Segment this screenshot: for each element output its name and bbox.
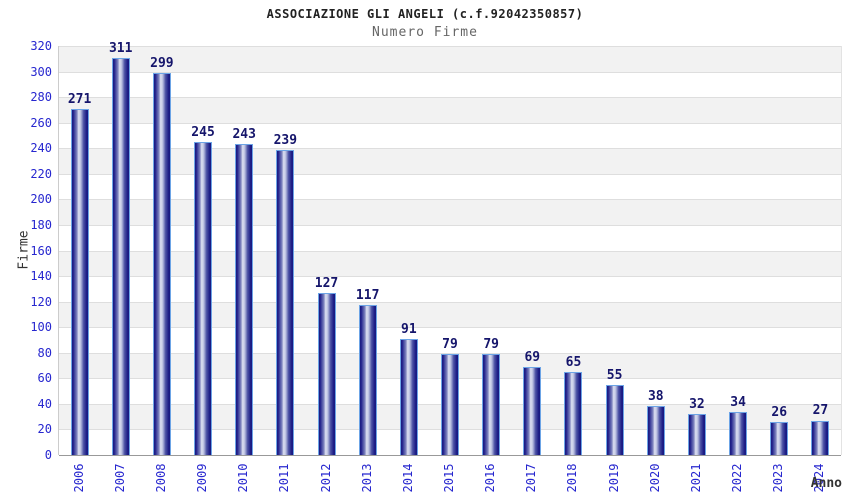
bar-value-label: 69: [524, 349, 541, 365]
bar-value-label: 55: [606, 367, 623, 383]
bar-value-label: 311: [108, 40, 133, 56]
bar: [687, 414, 706, 455]
bar: [276, 149, 295, 455]
y-tick-label: 60: [37, 371, 52, 386]
x-axis-label: Anno: [810, 476, 842, 491]
x-tick-label: 2023: [771, 463, 786, 493]
bar-value-label: 243: [232, 127, 256, 143]
plot-band: [59, 199, 841, 225]
x-tick-label: 2018: [565, 463, 580, 493]
y-tick-label: 160: [30, 243, 52, 258]
x-tick-label: 2011: [277, 463, 292, 493]
plot-band: [59, 46, 841, 72]
x-axis-line: [59, 455, 841, 456]
bar: [441, 354, 459, 455]
x-tick-label: 2020: [647, 463, 662, 493]
y-tick-label: 100: [30, 320, 52, 335]
y-tick-label: 140: [30, 269, 52, 284]
bar-value-label: 117: [355, 288, 380, 304]
gridline: [59, 71, 841, 73]
y-tick-label: 220: [30, 166, 52, 181]
y-tick-label: 0: [44, 448, 52, 462]
x-tick-label: 2021: [688, 463, 703, 493]
chart-title: ASSOCIAZIONE GLI ANGELI (c.f.92042350857…: [266, 7, 584, 21]
y-tick-label: 280: [30, 90, 52, 105]
x-tick-label: 2006: [71, 463, 86, 493]
gridline: [59, 327, 841, 329]
y-tick-label: 240: [30, 141, 52, 156]
bar: [399, 338, 418, 455]
bar-value-label: 79: [442, 337, 458, 353]
bar-value-label: 91: [401, 321, 417, 337]
bar: [523, 366, 542, 455]
x-tick-label: 2008: [153, 463, 168, 493]
y-tick-label: 260: [30, 115, 52, 130]
gridline: [59, 199, 841, 201]
plot-band: [59, 250, 841, 277]
bar-value-label: 32: [689, 397, 705, 413]
gridline: [59, 148, 841, 150]
bar: [152, 72, 171, 455]
bar-value-label: 271: [67, 91, 92, 107]
bar-value-label: 127: [314, 275, 339, 291]
y-tick-labels: 0 20 40 60 80 100 120 140 160 180 200 220 240 260 280 3…: [0, 39, 52, 462]
bar-value-label: 65: [565, 354, 582, 370]
bar-value-label: 34: [730, 394, 746, 410]
bar: [729, 411, 748, 455]
bar-value-label: 38: [647, 389, 664, 405]
y-tick-label: 300: [30, 64, 52, 79]
bar-value-label: 79: [483, 337, 499, 353]
bar: [811, 420, 830, 455]
x-tick-label: 2019: [606, 463, 621, 493]
bar: [358, 305, 377, 455]
bar: [70, 108, 89, 455]
bar: [235, 144, 254, 455]
bar: [770, 421, 789, 455]
gridline: [59, 46, 841, 47]
gridline: [59, 97, 841, 99]
bar-value-label: 299: [150, 55, 174, 71]
plot-band: [59, 148, 841, 174]
gridline: [59, 301, 841, 303]
bar: [564, 371, 583, 455]
x-tick-label: 2010: [236, 463, 251, 493]
gridline: [59, 173, 841, 175]
y-tick-label: 40: [37, 396, 52, 411]
bar: [317, 292, 336, 455]
x-tick-label: 2007: [112, 463, 127, 493]
gridline: [59, 224, 841, 226]
gridline: [59, 352, 841, 354]
x-tick-label: 2009: [195, 463, 210, 493]
chart-subtitle: Numero Firme: [372, 25, 478, 40]
bar: [646, 406, 665, 455]
x-tick-label: 2016: [483, 463, 498, 493]
bar: [482, 354, 501, 455]
bar: [605, 384, 624, 455]
bar: [111, 57, 130, 455]
x-tick-label: 2012: [318, 463, 333, 493]
bar: [194, 141, 213, 455]
x-tick-label: 2017: [524, 463, 539, 493]
y-tick-label: 180: [30, 217, 52, 232]
gridline: [59, 250, 841, 252]
gridline: [59, 122, 841, 124]
gridline: [59, 276, 841, 278]
y-tick-label: 320: [30, 39, 52, 53]
plot-band: [59, 301, 841, 328]
plot-area: 271 311 299 245 243 239 127 117 91 79 79 69 65 55 38 32…: [58, 41, 842, 456]
x-tick-label: 2013: [359, 463, 374, 493]
x-tick-label: 2014: [400, 463, 415, 493]
bar-value-label: 26: [771, 404, 788, 420]
bar-value-label: 27: [812, 403, 829, 419]
x-tick-label: 2022: [730, 463, 745, 493]
y-tick-label: 200: [30, 192, 52, 207]
plot-band: [59, 97, 841, 123]
y-tick-label: 80: [37, 345, 52, 360]
x-tick-label: 2015: [442, 463, 456, 493]
y-tick-label: 20: [37, 422, 52, 437]
y-tick-label: 120: [30, 294, 52, 309]
bar-value-label: 239: [273, 132, 298, 148]
bar-value-label: 245: [191, 124, 215, 140]
